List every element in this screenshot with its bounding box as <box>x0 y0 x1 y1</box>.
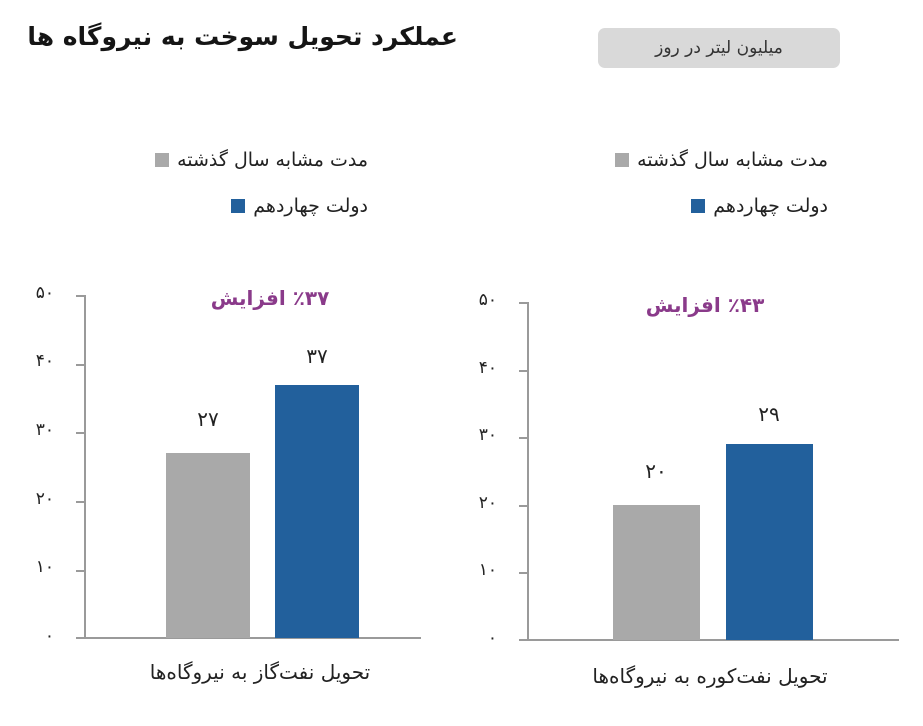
legend-item-previous: مدت مشابه سال گذشته <box>578 145 828 175</box>
unit-badge: میلیون لیتر در روز <box>598 28 840 68</box>
y-tick <box>76 570 84 572</box>
y-axis <box>84 295 86 639</box>
y-tick-label: ۴۰ <box>35 351 54 371</box>
increase-annotation: ٪۴۳ افزایش <box>645 293 765 317</box>
increase-annotation: ٪۳۷ افزایش <box>210 286 330 310</box>
legend-right: مدت مشابه سال گذشته دولت چهاردهم <box>578 145 828 221</box>
legend-label: مدت مشابه سال گذشته <box>177 149 368 171</box>
y-tick <box>76 501 84 503</box>
x-axis <box>519 639 899 641</box>
y-tick <box>519 302 527 304</box>
legend-swatch-blue <box>691 199 706 213</box>
y-tick <box>519 572 527 574</box>
y-tick-label: ۱۰ <box>478 560 497 580</box>
legend-label: دولت چهاردهم <box>713 195 828 217</box>
bar-value-label: ۲۰ <box>645 459 667 483</box>
y-tick <box>519 370 527 372</box>
bar-current <box>726 444 813 640</box>
x-axis-label: تحویل نفت‌کوره به نیروگاه‌ها <box>592 664 828 688</box>
bar-value-label: ۲۹ <box>758 402 780 426</box>
legend-swatch-gray <box>615 153 630 167</box>
bar-value-label: ۲۷ <box>197 407 219 431</box>
y-tick-label: ۰ <box>44 626 54 646</box>
y-tick-label: ۵۰ <box>35 283 54 303</box>
y-axis <box>527 302 529 641</box>
y-tick-label: ۴۰ <box>478 358 497 378</box>
legend-left: مدت مشابه سال گذشته دولت چهاردهم <box>118 145 368 221</box>
legend-swatch-gray <box>155 153 170 167</box>
y-tick-label: ۳۰ <box>35 420 54 440</box>
page-title: عملکرد تحویل سوخت به نیروگاه ها <box>27 22 458 51</box>
legend-label: دولت چهاردهم <box>253 195 368 217</box>
y-tick-label: ۵۰ <box>478 290 497 310</box>
y-tick-label: ۲۰ <box>478 493 497 513</box>
bar-current <box>275 385 359 638</box>
x-axis <box>76 637 421 639</box>
bar-previous <box>166 453 250 638</box>
legend-item-current: دولت چهاردهم <box>578 191 828 221</box>
y-tick <box>76 432 84 434</box>
y-tick <box>519 505 527 507</box>
legend-label: مدت مشابه سال گذشته <box>637 149 828 171</box>
y-tick-label: ۱۰ <box>35 557 54 577</box>
y-tick-label: ۲۰ <box>35 489 54 509</box>
y-tick-label: ۰ <box>487 628 497 648</box>
y-tick-label: ۳۰ <box>478 425 497 445</box>
x-axis-label: تحویل نفت‌گاز به نیروگاه‌ها <box>149 660 371 684</box>
y-tick <box>76 295 84 297</box>
legend-swatch-blue <box>231 199 246 213</box>
bar-value-label: ۳۷ <box>306 344 328 368</box>
bar-previous <box>613 505 700 640</box>
y-tick <box>519 437 527 439</box>
legend-item-current: دولت چهاردهم <box>118 191 368 221</box>
y-tick <box>76 364 84 366</box>
legend-item-previous: مدت مشابه سال گذشته <box>118 145 368 175</box>
